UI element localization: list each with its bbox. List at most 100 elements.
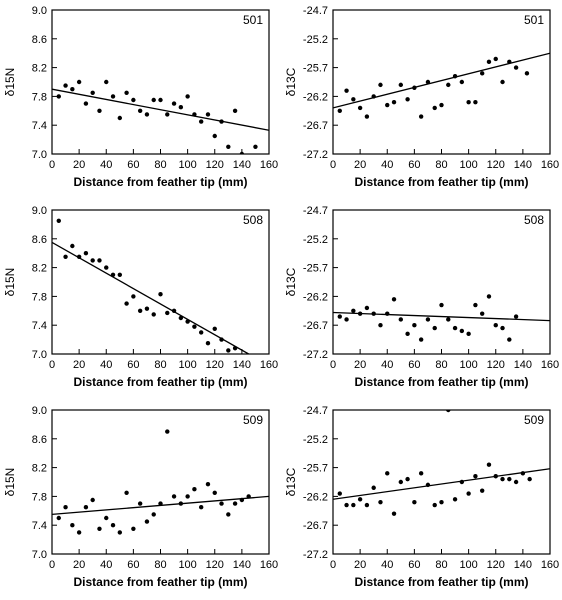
x-tick-label: 0 xyxy=(49,359,55,371)
data-point xyxy=(365,114,369,118)
data-point xyxy=(179,501,183,505)
data-point xyxy=(158,501,162,505)
data-point xyxy=(172,101,176,105)
y-tick-label: -25.2 xyxy=(303,434,328,446)
regression-line xyxy=(52,242,249,354)
data-point xyxy=(439,500,443,504)
data-point xyxy=(206,112,210,116)
data-point xyxy=(446,83,450,87)
data-point xyxy=(371,311,375,315)
scatter-panel-2: 0204060801001201401607.07.47.88.28.69.0D… xyxy=(0,200,281,400)
plot-frame xyxy=(52,210,269,354)
data-point xyxy=(371,486,375,490)
y-tick-label: 9.0 xyxy=(32,405,47,417)
data-point xyxy=(433,326,437,330)
x-tick-label: 160 xyxy=(260,559,278,571)
data-point xyxy=(226,145,230,149)
data-point xyxy=(165,429,169,433)
x-tick-label: 20 xyxy=(354,559,366,571)
x-axis-title: Distance from feather tip (mm) xyxy=(354,575,528,589)
x-tick-label: 100 xyxy=(178,359,196,371)
data-point xyxy=(57,516,61,520)
data-point xyxy=(63,505,67,509)
data-point xyxy=(192,324,196,328)
x-tick-label: 120 xyxy=(206,159,224,171)
data-point xyxy=(494,57,498,61)
x-tick-label: 20 xyxy=(73,559,85,571)
y-tick-label: -25.2 xyxy=(303,234,328,246)
y-tick-label: 7.8 xyxy=(32,491,47,503)
x-tick-label: 80 xyxy=(154,159,166,171)
y-tick-label: 8.2 xyxy=(32,263,47,275)
x-tick-label: 40 xyxy=(100,159,112,171)
data-point xyxy=(206,482,210,486)
x-tick-label: 0 xyxy=(330,559,336,571)
data-point xyxy=(385,311,389,315)
plot-frame xyxy=(333,210,550,354)
y-axis-title: δ15N xyxy=(3,268,17,297)
data-point xyxy=(213,327,217,331)
x-tick-label: 160 xyxy=(541,159,559,171)
y-tick-label: 7.4 xyxy=(32,320,47,332)
data-point xyxy=(97,527,101,531)
y-tick-label: 8.6 xyxy=(32,434,47,446)
y-tick-label: 7.0 xyxy=(32,549,47,561)
data-point xyxy=(392,511,396,515)
data-point xyxy=(405,477,409,481)
y-tick-label: -26.7 xyxy=(303,320,328,332)
data-point xyxy=(419,337,423,341)
data-point xyxy=(399,480,403,484)
data-point xyxy=(124,301,128,305)
data-point xyxy=(426,317,430,321)
x-tick-label: 60 xyxy=(127,159,139,171)
x-tick-label: 80 xyxy=(154,359,166,371)
y-tick-label: -24.7 xyxy=(303,5,328,17)
scatter-panel-4: 0204060801001201401607.07.47.88.28.69.0D… xyxy=(0,400,281,600)
data-point xyxy=(365,306,369,310)
y-tick-label: 7.4 xyxy=(32,520,47,532)
data-point xyxy=(199,505,203,509)
x-tick-label: 120 xyxy=(206,559,224,571)
x-tick-label: 140 xyxy=(233,159,251,171)
data-point xyxy=(240,152,244,156)
data-point xyxy=(473,100,477,104)
data-point xyxy=(338,109,342,113)
y-tick-label: -25.7 xyxy=(303,63,328,75)
x-tick-label: 20 xyxy=(354,159,366,171)
panel-id-label: 509 xyxy=(524,413,544,427)
data-point xyxy=(453,326,457,330)
data-point xyxy=(185,319,189,323)
y-tick-label: -26.2 xyxy=(303,491,328,503)
y-tick-label: 8.2 xyxy=(32,463,47,475)
x-tick-label: 160 xyxy=(541,559,559,571)
data-point xyxy=(90,498,94,502)
data-point xyxy=(172,494,176,498)
y-tick-label: 8.6 xyxy=(32,234,47,246)
data-point xyxy=(433,503,437,507)
x-tick-label: 120 xyxy=(487,559,505,571)
data-point xyxy=(480,488,484,492)
x-tick-label: 120 xyxy=(206,359,224,371)
x-tick-label: 60 xyxy=(127,359,139,371)
y-tick-label: -26.7 xyxy=(303,520,328,532)
x-tick-label: 40 xyxy=(100,359,112,371)
data-point xyxy=(358,311,362,315)
x-tick-label: 160 xyxy=(260,359,278,371)
data-point xyxy=(63,255,67,259)
data-point xyxy=(338,491,342,495)
data-point xyxy=(525,71,529,75)
y-tick-label: 7.4 xyxy=(32,120,47,132)
data-point xyxy=(118,273,122,277)
y-tick-label: 8.2 xyxy=(32,63,47,75)
data-point xyxy=(426,80,430,84)
data-point xyxy=(392,100,396,104)
data-point xyxy=(453,74,457,78)
x-axis-title: Distance from feather tip (mm) xyxy=(73,375,247,389)
x-tick-label: 100 xyxy=(178,159,196,171)
y-tick-label: 7.8 xyxy=(32,91,47,103)
scatter-panel-1: 020406080100120140160-27.2-26.7-26.2-25.… xyxy=(281,0,562,200)
x-tick-label: 140 xyxy=(514,559,532,571)
scatter-panel-0: 0204060801001201401607.07.47.88.28.69.0D… xyxy=(0,0,281,200)
data-point xyxy=(84,101,88,105)
y-axis-title: δ15N xyxy=(3,68,17,97)
